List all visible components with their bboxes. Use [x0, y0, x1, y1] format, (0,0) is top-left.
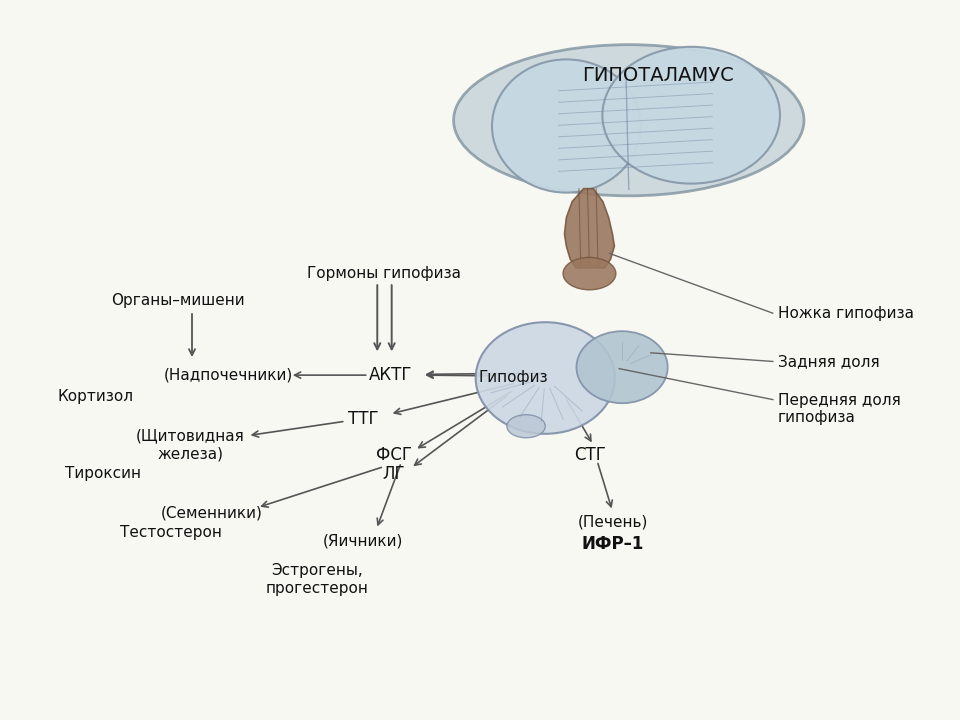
Text: Тестостерон: Тестостерон [120, 526, 222, 540]
Text: (Семенники): (Семенники) [160, 505, 262, 520]
Ellipse shape [576, 331, 668, 403]
Ellipse shape [563, 258, 616, 290]
Text: Органы–мишени: Органы–мишени [110, 294, 245, 308]
Ellipse shape [492, 60, 641, 193]
Text: АКТГ: АКТГ [369, 366, 413, 384]
Polygon shape [564, 189, 614, 268]
Ellipse shape [454, 45, 804, 196]
Text: (Надпочечники): (Надпочечники) [164, 368, 293, 382]
Text: ТТГ: ТТГ [348, 410, 378, 428]
Text: Гормоны гипофиза: Гормоны гипофиза [307, 266, 461, 281]
Text: Гипофиз: Гипофиз [479, 370, 548, 384]
Text: Ножка гипофиза: Ножка гипофиза [778, 306, 914, 320]
Text: СТГ: СТГ [574, 446, 607, 464]
Text: ИФР–1: ИФР–1 [582, 534, 643, 553]
Text: Передняя доля
гипофиза: Передняя доля гипофиза [778, 393, 900, 425]
Text: (Яичники): (Яичники) [323, 534, 403, 549]
Ellipse shape [475, 323, 615, 433]
Text: Тироксин: Тироксин [65, 467, 141, 481]
Text: ФСГ: ФСГ [375, 446, 412, 464]
Ellipse shape [507, 415, 545, 438]
Text: Задняя доля: Задняя доля [778, 354, 879, 369]
Text: (Печень): (Печень) [577, 515, 648, 529]
Text: ГИПОТАЛАМУС: ГИПОТАЛАМУС [582, 66, 733, 85]
Ellipse shape [603, 47, 780, 184]
Text: ЛГ: ЛГ [382, 465, 405, 483]
Text: (Щитовидная
железа): (Щитовидная железа) [135, 429, 245, 462]
Text: Эстрогены,
прогестерон: Эстрогены, прогестерон [265, 563, 369, 596]
Text: Кортизол: Кортизол [58, 389, 133, 403]
